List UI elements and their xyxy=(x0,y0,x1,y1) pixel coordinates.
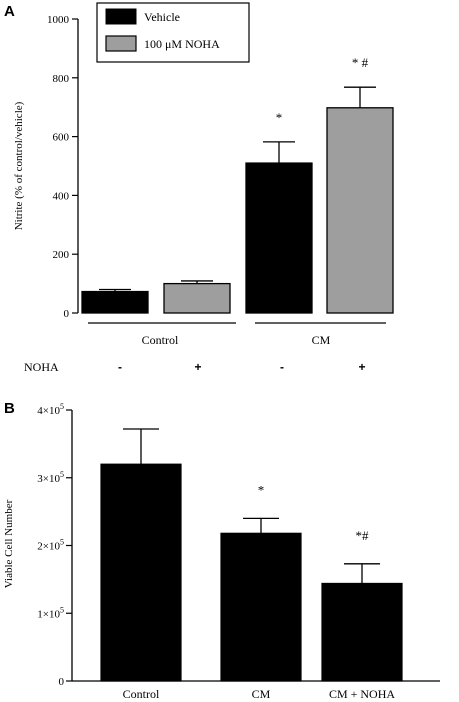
group-label-control: Control xyxy=(142,333,179,347)
noha-sign-2: + xyxy=(194,360,201,374)
chart-b-y-tick-label: 1×105 xyxy=(37,605,64,620)
chart-b-bar xyxy=(220,532,302,682)
noha-sign-1: - xyxy=(118,360,122,374)
chart-b-bar xyxy=(321,582,403,682)
chart-a-bars: * * # xyxy=(81,55,394,314)
chart-b-bar xyxy=(100,463,182,682)
chart-a-bar xyxy=(326,107,394,314)
chart-a-y-tick-label: 200 xyxy=(53,249,70,261)
chart-b-y-axis-title: Viable Cell Number xyxy=(3,499,15,588)
noha-row-label: NOHA xyxy=(24,360,59,374)
legend-swatch-noha xyxy=(105,35,137,52)
legend-swatch-vehicle xyxy=(105,8,137,25)
chart-b-y-tick-label: 4×105 xyxy=(37,402,64,417)
chart-a-y-tick-label: 0 xyxy=(64,308,70,320)
chart-a-legend: Vehicle 100 μM NOHA xyxy=(96,2,250,63)
panel-letter-a: A xyxy=(4,3,15,20)
chart-b-viability: Viable Cell Number 0 1×105 2×105 3×105 4×105… xyxy=(3,402,440,701)
chart-a-bar xyxy=(163,282,231,314)
chart-a-nitrite: Nitrite (% of control/vehicle) 0 200 400 60… xyxy=(13,2,394,374)
chart-b-y-tick-label: 3×105 xyxy=(37,470,64,485)
noha-sign-4: + xyxy=(358,360,365,374)
chart-b-significance-label: * xyxy=(258,482,265,497)
chart-b-x-tick-label: CM + NOHA xyxy=(329,687,395,701)
panel-letter-b: B xyxy=(4,400,15,417)
noha-sign-3: - xyxy=(280,360,284,374)
chart-a-bar xyxy=(81,290,149,314)
chart-a-y-axis-title: Nitrite (% of control/vehicle) xyxy=(13,101,25,230)
chart-b-y-tick-label: 2×105 xyxy=(37,538,64,553)
chart-a-y-tick-label: 800 xyxy=(53,73,70,85)
group-label-cm: CM xyxy=(312,333,331,347)
chart-a-y-tick-label: 400 xyxy=(53,190,70,202)
chart-a-bar xyxy=(245,162,313,314)
chart-b-x-tick-label: CM xyxy=(252,687,271,701)
chart-a-significance-label: * # xyxy=(352,55,369,70)
chart-b-bars: Control * CM *# CM + NOHA xyxy=(100,428,403,701)
chart-a-y-tick-label: 1000 xyxy=(47,14,70,26)
chart-b-y-ticks: 0 1×105 2×105 3×105 4×105 xyxy=(37,402,72,688)
legend-label-noha: 100 μM NOHA xyxy=(144,37,220,51)
legend-label-vehicle: Vehicle xyxy=(144,10,180,24)
chart-b-y-tick-label: 0 xyxy=(59,676,65,688)
chart-b-x-tick-label: Control xyxy=(123,687,160,701)
chart-a-significance-label: * xyxy=(276,110,283,125)
chart-a-y-tick-label: 600 xyxy=(53,132,70,144)
chart-b-significance-label: *# xyxy=(356,528,370,543)
chart-a-y-ticks: 0 200 400 600 800 1000 xyxy=(47,14,78,320)
